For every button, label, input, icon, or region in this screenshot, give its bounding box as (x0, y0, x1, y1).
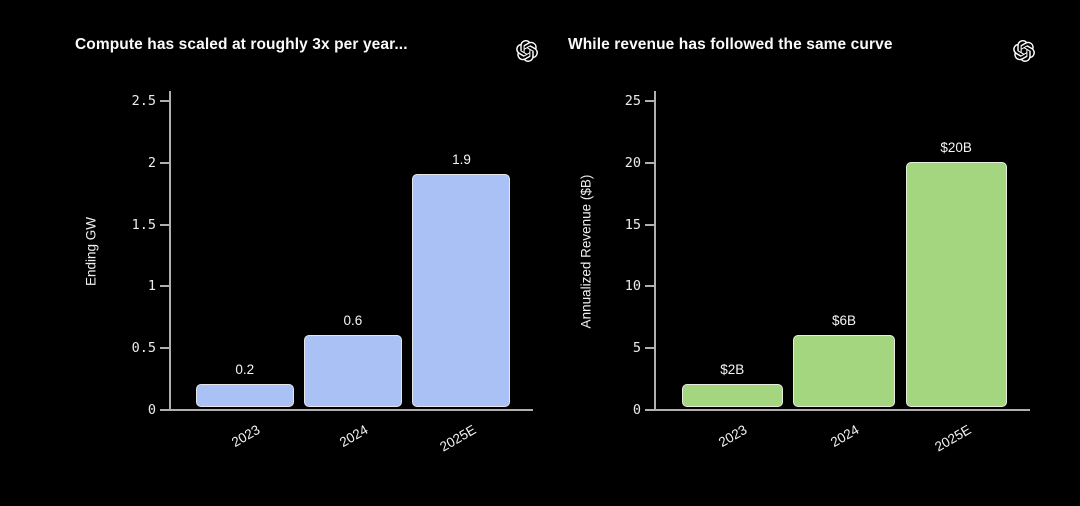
y-tick-mark (160, 347, 170, 350)
y-axis-line (169, 91, 171, 411)
y-axis-line (654, 91, 656, 411)
openai-logo-icon (1013, 40, 1035, 62)
revenue-chart-panel: While revenue has followed the same curv… (540, 0, 1080, 506)
y-tick-mark (645, 161, 655, 164)
revenue-yaxis-label: Annualized Revenue ($B) (578, 174, 594, 329)
y-tick-label: 10 (624, 278, 641, 295)
bar (412, 174, 511, 407)
bar-value-label: 1.9 (452, 152, 471, 168)
compute-yaxis-label: Ending GW (83, 216, 99, 287)
y-tick-label: 1 (147, 278, 156, 295)
bar (681, 384, 783, 407)
y-tick-label: 20 (624, 154, 641, 171)
y-tick-label: 0 (632, 402, 641, 418)
x-tick-label: 2023 (228, 422, 263, 451)
y-tick-mark (645, 347, 655, 350)
y-tick-label: 0 (147, 402, 156, 418)
bar (793, 334, 895, 407)
y-tick-mark (645, 409, 655, 411)
y-tick-label: 15 (624, 216, 641, 233)
y-tick-label: 2.5 (131, 93, 156, 109)
y-tick-label: 1.5 (131, 216, 156, 233)
y-tick-label: 25 (624, 93, 641, 109)
y-tick-mark (160, 100, 170, 102)
x-tick-label: 2023 (716, 422, 750, 451)
y-tick-mark (160, 223, 170, 226)
compute-chart-panel: Compute has scaled at roughly 3x per yea… (75, 36, 538, 455)
x-tick-label: 2024 (336, 422, 371, 451)
x-axis-line (655, 409, 1030, 411)
bar-value-label: $20B (940, 139, 972, 155)
x-axis-line (170, 409, 533, 411)
x-tick-label: 2024 (827, 422, 862, 451)
y-tick-mark (645, 285, 655, 288)
y-tick-label: 5 (632, 340, 641, 357)
bar-value-label: $2B (720, 362, 745, 378)
y-tick-mark (160, 409, 170, 411)
openai-logo-icon (516, 40, 538, 62)
bar (905, 161, 1007, 407)
bar-value-label: 0.6 (343, 312, 363, 328)
revenue-chart-title: While revenue has followed the same curv… (568, 36, 893, 53)
bar-value-label: $6B (831, 312, 857, 328)
y-tick-mark (645, 223, 655, 226)
bar (195, 384, 294, 407)
x-tick-label: 2025E (437, 422, 479, 455)
compute-chart-title: Compute has scaled at roughly 3x per yea… (75, 36, 408, 53)
y-tick-mark (160, 285, 170, 288)
y-tick-label: 2 (147, 154, 156, 171)
y-tick-mark (160, 161, 170, 164)
y-tick-label: 0.5 (131, 340, 156, 357)
bar-value-label: 0.2 (235, 362, 255, 378)
x-tick-label: 2025E (932, 422, 974, 455)
y-tick-mark (645, 100, 655, 102)
bar (303, 334, 402, 407)
